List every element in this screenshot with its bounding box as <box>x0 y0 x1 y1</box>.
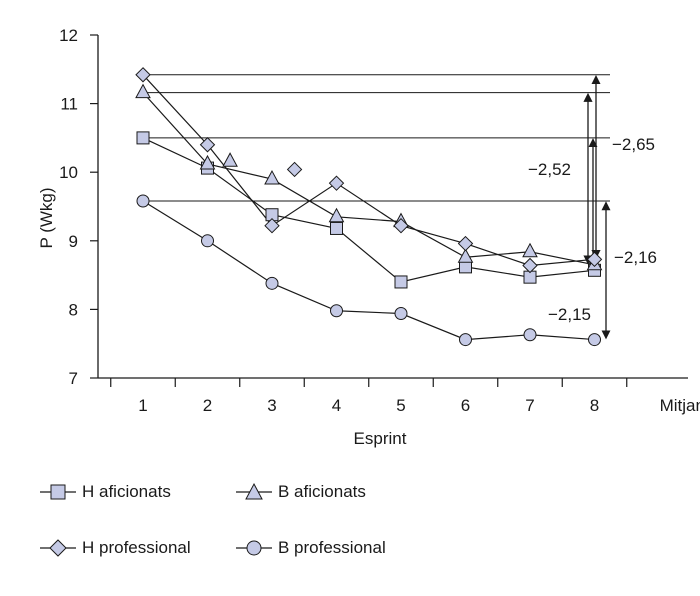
data-point-diamond <box>393 218 409 234</box>
circle-marker-icon <box>236 540 272 556</box>
data-point-circle <box>330 304 343 318</box>
y-tick-label: 10 <box>59 163 78 182</box>
stray-point-diamond <box>286 161 303 178</box>
x-tick-label: 7 <box>525 396 534 415</box>
y-axis-title: P (Wkg) <box>37 187 56 248</box>
x-tick-label: 1 <box>138 396 147 415</box>
data-point-diamond <box>199 137 216 153</box>
square-marker-icon <box>40 484 76 500</box>
data-point-triangle <box>264 170 280 185</box>
x-tick-label: 6 <box>461 396 470 415</box>
legend-item-h-professional: H professional <box>40 538 191 558</box>
series-lines <box>142 74 595 341</box>
difference-label: −2,15 <box>548 305 591 324</box>
difference-arrows: −2,65 −2,52 −2,16 −2,15 <box>528 74 657 340</box>
y-tick-label: 8 <box>69 300 78 319</box>
legend-label: H professional <box>82 538 191 557</box>
data-point-circle <box>523 328 537 342</box>
diamond-marker-icon <box>40 539 76 557</box>
y-tick-label: 11 <box>60 95 78 114</box>
data-point-triangle <box>199 154 216 170</box>
data-point-square <box>330 221 343 235</box>
data-point-circle <box>136 194 150 208</box>
x-tick-label: 4 <box>332 396 341 415</box>
data-point-triangle <box>522 242 538 258</box>
data-point-circle <box>588 333 601 347</box>
data-point-circle <box>459 333 472 347</box>
y-tick-label: 12 <box>59 26 78 45</box>
data-point-circle <box>265 276 279 290</box>
triangle-marker-icon <box>236 482 272 500</box>
difference-label: −2,52 <box>528 160 571 179</box>
difference-label: −2,16 <box>614 248 657 267</box>
legend-label: H aficionats <box>82 482 171 501</box>
data-point-diamond <box>328 175 345 191</box>
x-tick-label-mean: Mitjana <box>660 396 700 415</box>
data-point-diamond <box>522 257 538 274</box>
data-point-square <box>136 131 150 145</box>
difference-label: −2,65 <box>612 135 655 154</box>
data-point-triangle <box>328 207 345 223</box>
x-tick-label: 8 <box>590 396 599 415</box>
series-line-triangle <box>142 92 595 266</box>
tick-labels: 78910111212345678Mitjana <box>59 26 700 415</box>
data-point-diamond <box>457 235 474 252</box>
stray-point-triangle <box>222 152 238 167</box>
series-line-circle <box>142 200 595 341</box>
data-point-diamond <box>586 251 603 268</box>
data-point-triangle <box>135 83 151 99</box>
data-point-triangle <box>457 248 474 263</box>
x-tick-label: 2 <box>203 396 212 415</box>
series-line-square <box>142 137 595 283</box>
data-point-square <box>394 275 408 289</box>
reference-lines <box>143 74 610 202</box>
x-tick-label: 3 <box>267 396 276 415</box>
legend-label: B aficionats <box>278 482 366 501</box>
data-point-circle <box>201 234 214 248</box>
data-point-diamond <box>264 218 280 234</box>
y-tick-label: 7 <box>69 369 78 388</box>
data-point-circle <box>394 307 408 321</box>
data-point-diamond <box>135 67 151 83</box>
legend-item-b-professional: B professional <box>236 538 386 558</box>
x-tick-label: 5 <box>396 396 405 415</box>
y-tick-label: 9 <box>69 232 78 251</box>
series-line-diamond <box>142 74 595 267</box>
x-axis-title: Esprint <box>354 429 407 448</box>
legend-item-h-aficionats: H aficionats <box>40 482 171 502</box>
axes <box>90 34 688 387</box>
legend-item-b-aficionats: B aficionats <box>236 482 366 502</box>
legend-label: B professional <box>278 538 386 557</box>
series-markers <box>135 67 603 347</box>
